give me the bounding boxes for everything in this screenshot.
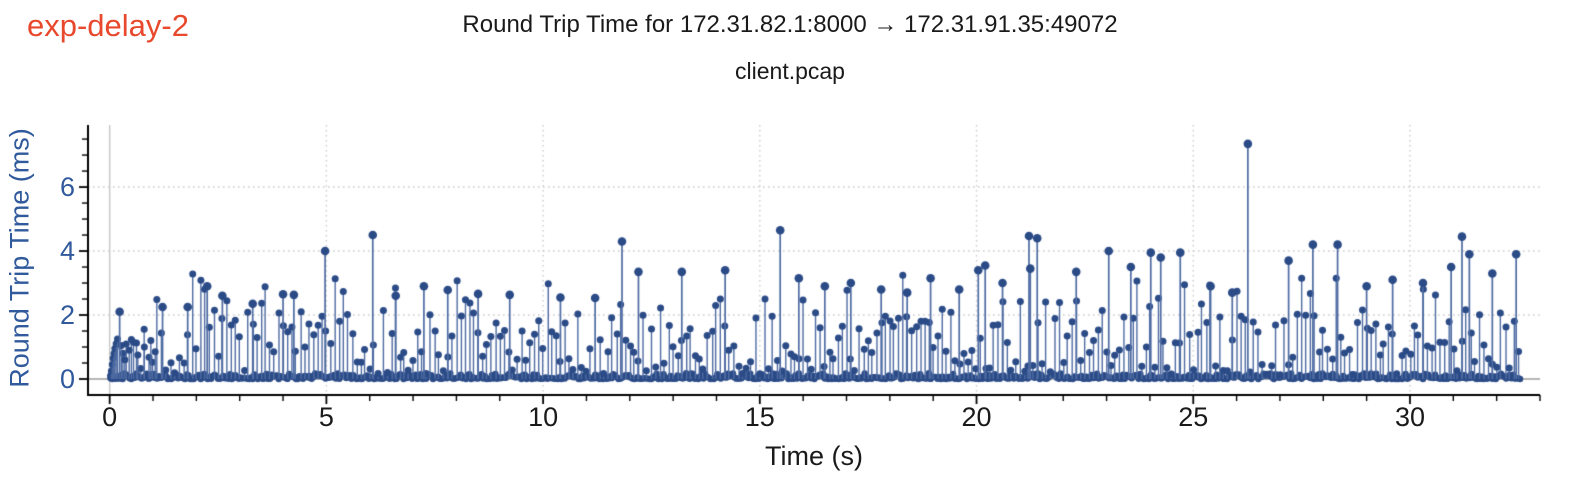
x-tick-label: 15 (744, 402, 775, 432)
y-tick-label: 2 (59, 300, 75, 331)
x-tick-label: 5 (318, 402, 334, 432)
chart-subtitle: client.pcap (735, 58, 845, 84)
x-axis-label: Time (s) (765, 441, 863, 471)
chart-title: Round Trip Time for 172.31.82.1:8000 → 1… (462, 11, 1118, 38)
y-tick-label: 6 (59, 172, 75, 203)
y-tick-label: 0 (59, 364, 75, 394)
x-tick-label: 0 (102, 402, 118, 432)
x-tick-label: 10 (528, 402, 559, 432)
experiment-label: exp-delay-2 (27, 8, 189, 43)
x-tick-label: 25 (1178, 402, 1209, 432)
y-tick-label: 4 (59, 236, 75, 267)
x-tick-label: 20 (961, 402, 992, 432)
x-tick-label: 30 (1394, 402, 1425, 432)
